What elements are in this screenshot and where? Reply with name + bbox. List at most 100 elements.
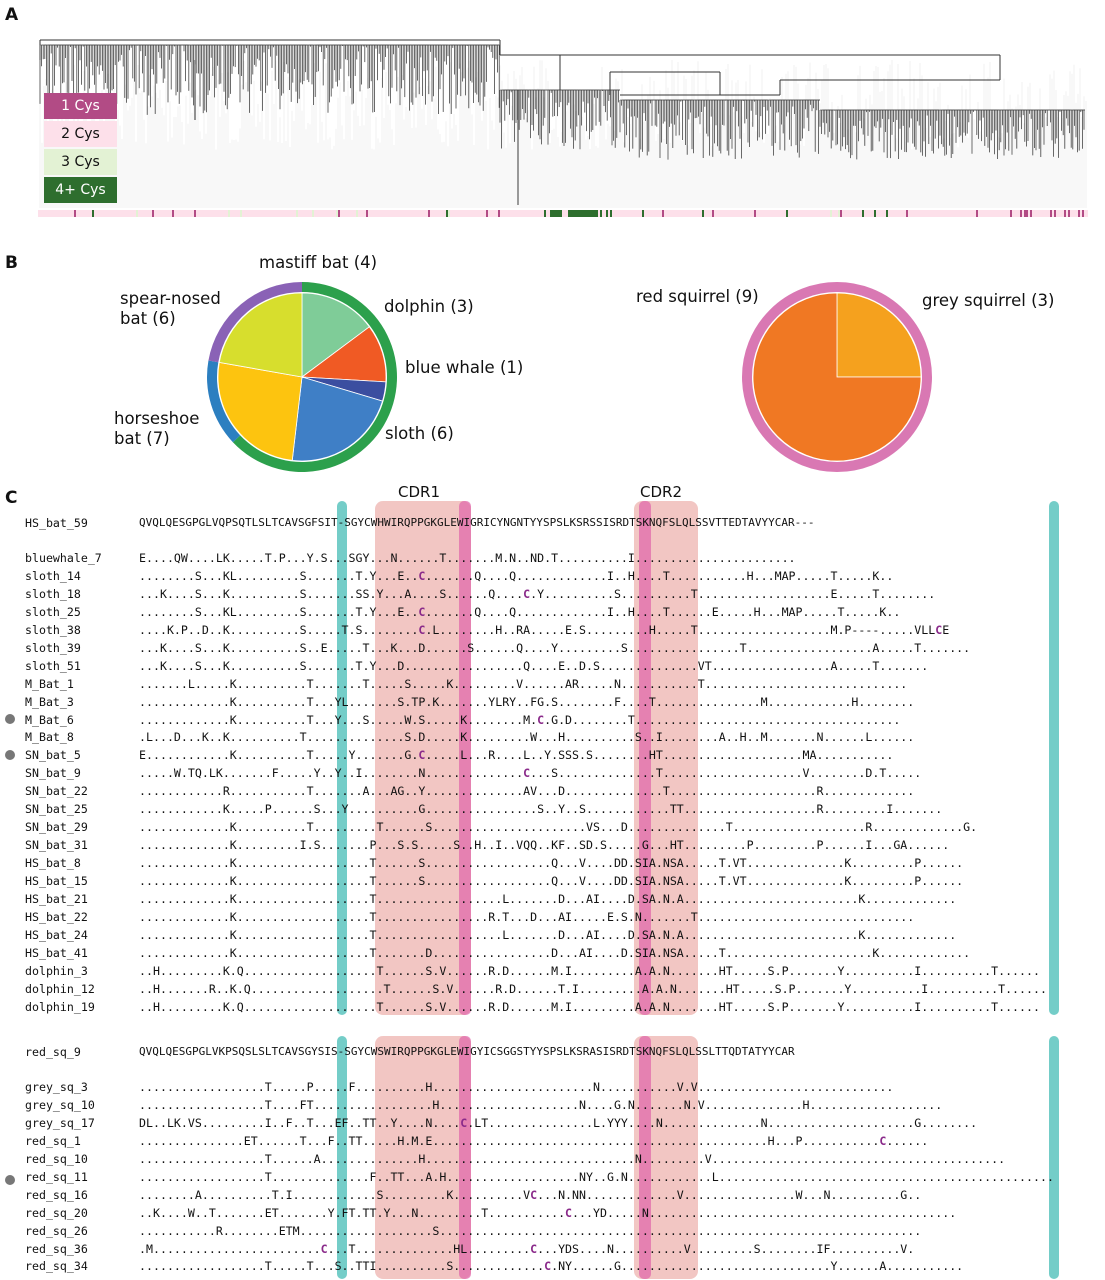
cys-strip-cell xyxy=(534,210,536,217)
cys-strip-cell xyxy=(780,210,782,217)
species-pie-chart-1 xyxy=(207,282,397,472)
cys-strip-cell xyxy=(298,210,300,217)
cys-strip-cell xyxy=(190,210,192,217)
cys-strip-cell xyxy=(958,210,960,217)
cys-strip-cell xyxy=(412,210,414,217)
sequence-name: M_Bat_8 xyxy=(25,730,74,745)
cys-strip-cell xyxy=(1068,210,1070,217)
cys-strip-cell xyxy=(236,210,238,217)
cys-strip-cell xyxy=(604,210,606,217)
cys-strip-cell xyxy=(248,210,250,217)
cys-strip-cell xyxy=(500,210,502,217)
cys-strip-cell xyxy=(588,210,590,217)
cys-strip-cell xyxy=(664,210,666,217)
cys-strip-cell xyxy=(1066,210,1068,217)
cys-strip-cell xyxy=(612,210,614,217)
cys-strip-cell xyxy=(952,210,954,217)
cys-strip-cell xyxy=(118,210,120,217)
cys-strip-cell xyxy=(850,210,852,217)
cys-strip-cell xyxy=(372,210,374,217)
cys-strip-cell xyxy=(308,210,310,217)
pie-ring-sloth xyxy=(208,282,302,363)
sequence-name: sloth_25 xyxy=(25,604,81,619)
cys-strip-cell xyxy=(564,210,566,217)
panel-label-a: A xyxy=(5,5,19,25)
cys-strip-cell xyxy=(462,210,464,217)
cys-strip-cell xyxy=(772,210,774,217)
sequence-name: SN_bat_5 xyxy=(25,748,81,763)
sequence-residues: ..H.........K.Q...................T.....… xyxy=(139,963,1040,978)
sequence-name: SN_bat_29 xyxy=(25,820,88,835)
cys-strip-cell xyxy=(362,210,364,217)
cys-strip-cell xyxy=(754,210,756,217)
cys-strip-cell xyxy=(924,210,926,217)
cys-strip-cell xyxy=(658,210,660,217)
cys-strip-cell xyxy=(74,210,76,217)
cys-strip-cell xyxy=(1018,210,1020,217)
cys-strip-cell xyxy=(52,210,54,217)
cys-strip-cell xyxy=(476,210,478,217)
cys-strip-cell xyxy=(692,210,694,217)
sequence-name: sloth_14 xyxy=(25,568,81,583)
cys-strip-cell xyxy=(78,210,80,217)
cys-strip-cell xyxy=(706,210,708,217)
cys-column-cdr2-2 xyxy=(639,1036,651,1279)
cys-strip-cell xyxy=(480,210,482,217)
cys-strip-cell xyxy=(876,210,878,217)
cys-strip-cell xyxy=(242,210,244,217)
cys-strip-cell xyxy=(1082,210,1084,217)
cys-strip-cell xyxy=(68,210,70,217)
cys-strip-cell xyxy=(166,210,168,217)
cys-strip-cell xyxy=(632,210,634,217)
sequence-name: dolphin_12 xyxy=(25,981,95,996)
cys-strip-cell xyxy=(344,210,346,217)
cys-strip-cell xyxy=(526,210,528,217)
cys-strip-cell xyxy=(694,210,696,217)
cys-strip-cell xyxy=(232,210,234,217)
cys-strip-cell xyxy=(358,210,360,217)
cys-strip-cell xyxy=(796,210,798,217)
cys-strip-cell xyxy=(882,210,884,217)
cys-strip-cell xyxy=(622,210,624,217)
cys-strip-cell xyxy=(848,210,850,217)
cys-strip-cell xyxy=(114,210,116,217)
legend-item-4: 4+ Cys xyxy=(44,177,117,203)
cys-strip-cell xyxy=(536,210,538,217)
pie-slice-1 xyxy=(836,292,922,378)
cys-strip-cell xyxy=(162,210,164,217)
cys-strip-cell xyxy=(818,210,820,217)
cys-strip-cell xyxy=(84,210,86,217)
sequence-residues: ........S...KL.........S.......T.Y...E..… xyxy=(139,604,901,619)
cys-strip-cell xyxy=(160,210,162,217)
cys-strip-cell xyxy=(154,210,156,217)
cys-strip-cell xyxy=(802,210,804,217)
cys-strip-cell xyxy=(718,210,720,217)
sequence-residues: ..................T..............F..TT..… xyxy=(139,1169,1054,1184)
cys-strip-cell xyxy=(1036,210,1038,217)
cys-strip-cell xyxy=(306,210,308,217)
cys-strip-cell xyxy=(180,210,182,217)
cys-strip-cell xyxy=(614,210,616,217)
cys-strip-cell xyxy=(828,210,830,217)
sequence-name: red_sq_10 xyxy=(25,1151,88,1166)
cys-strip-cell xyxy=(506,210,508,217)
cys-strip-cell xyxy=(340,210,342,217)
cys-strip-cell xyxy=(684,210,686,217)
sequence-name: red_sq_36 xyxy=(25,1241,88,1256)
cys-strip-cell xyxy=(376,210,378,217)
pie-ring-cetacean xyxy=(207,360,241,443)
cys-strip-cell xyxy=(418,210,420,217)
cys-strip-cell xyxy=(1042,210,1044,217)
cys-strip-cell xyxy=(186,210,188,217)
cys-strip-cell xyxy=(896,210,898,217)
cys-strip-cell xyxy=(174,210,176,217)
cys-strip-cell xyxy=(1050,210,1052,217)
sequence-residues: QVQLQESGPGLVQPSQTLSLTCAVSGFSIT-SGYCWHWIR… xyxy=(139,516,815,529)
sequence-name: HS_bat_41 xyxy=(25,945,88,960)
cys-strip-cell xyxy=(634,210,636,217)
cys-strip-cell xyxy=(726,210,728,217)
cys-strip-cell xyxy=(282,210,284,217)
cys-strip-cell xyxy=(784,210,786,217)
cys-strip-cell xyxy=(54,210,56,217)
cys-strip-cell xyxy=(82,210,84,217)
